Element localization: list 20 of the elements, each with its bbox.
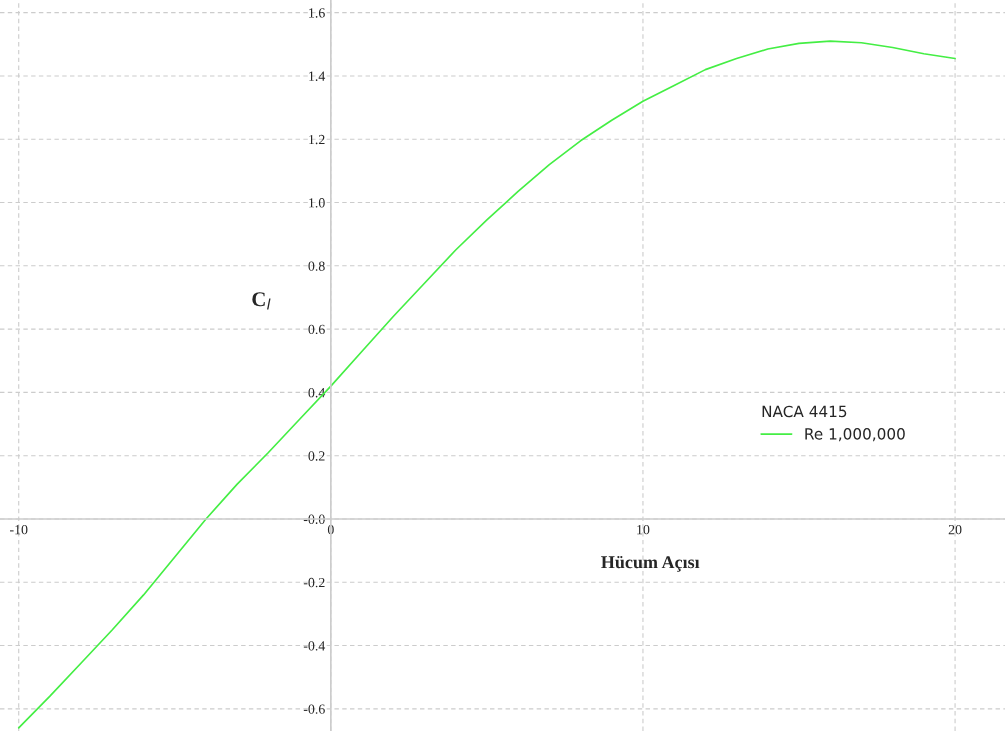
x-tick-label: 0 xyxy=(327,524,334,535)
y-tick-label: -0.2 xyxy=(303,577,325,588)
x-tick-label: 10 xyxy=(637,524,650,535)
y-tick-label: 0.4 xyxy=(308,387,326,398)
y-axis-title: C$_{l}$ xyxy=(252,292,271,310)
y-tick-label: 1.2 xyxy=(309,134,325,145)
y-tick-label: 0.6 xyxy=(308,324,325,335)
y-tick-label: -0.0 xyxy=(303,514,325,524)
x-axis-title: Hücum Açısı xyxy=(601,556,700,572)
y-tick-label: 1.4 xyxy=(309,71,326,81)
y-tick-label: 1.0 xyxy=(309,198,325,208)
x-tick-label: -10 xyxy=(9,524,28,535)
y-tick-label: 0.2 xyxy=(308,451,325,461)
legend-title: NACA 4415 xyxy=(762,405,847,418)
x-tick-label: 20 xyxy=(948,524,962,535)
legend-label: Re 1,000,000 xyxy=(805,428,905,442)
y-tick-label: 0.8 xyxy=(308,261,325,271)
y-tick-label: 1.6 xyxy=(309,8,325,18)
y-tick-label: -0.4 xyxy=(303,641,326,651)
y-tick-label: -0.6 xyxy=(303,704,325,714)
